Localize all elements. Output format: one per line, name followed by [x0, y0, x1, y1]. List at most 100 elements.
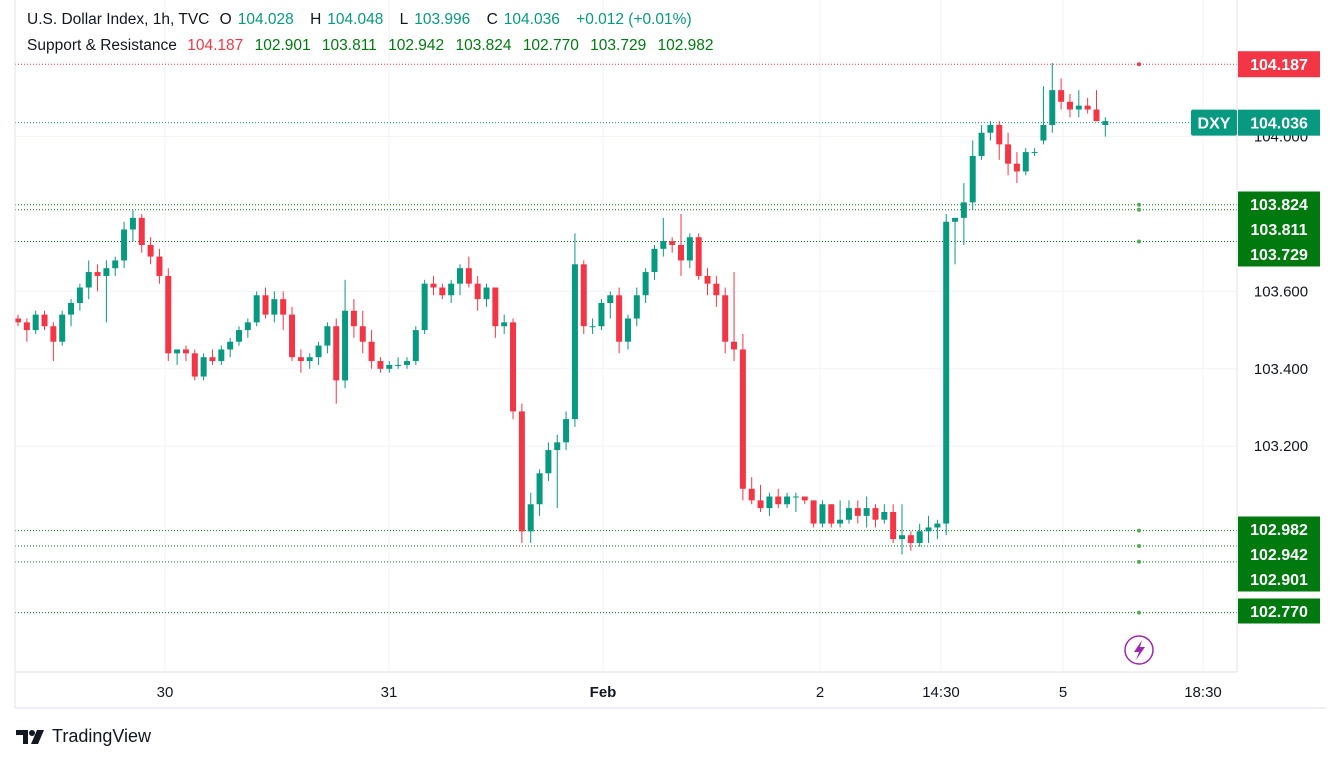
candle — [76, 287, 83, 304]
candle — [333, 326, 340, 381]
candle — [15, 318, 21, 323]
candle — [837, 519, 844, 524]
candle — [474, 283, 481, 300]
candle — [112, 260, 119, 269]
candle — [810, 500, 817, 524]
indicator-value: 102.942 — [388, 37, 445, 54]
candle — [987, 124, 994, 133]
symbol-title[interactable]: U.S. Dollar Index, 1h, TVC — [27, 11, 210, 28]
candle — [483, 287, 490, 300]
lightning-icon[interactable] — [1124, 635, 1154, 665]
indicator-name[interactable]: Support & Resistance — [27, 37, 177, 54]
footer: TradingView — [16, 726, 151, 747]
candle — [50, 326, 57, 342]
candle — [518, 411, 525, 532]
candle — [85, 272, 92, 288]
indicator-value: 104.187 — [187, 37, 244, 54]
candle — [1066, 101, 1073, 110]
candle — [156, 256, 163, 276]
x-tick-label: 18:30 — [1184, 684, 1222, 701]
indicator-value: 102.770 — [522, 37, 579, 54]
open-value: O 104.028 — [219, 11, 294, 28]
candle — [377, 361, 384, 369]
support-price-tag-label: 102.942 — [1250, 547, 1308, 564]
y-tick-label: 103.200 — [1254, 438, 1308, 455]
candle — [501, 322, 508, 327]
candle — [616, 295, 623, 342]
change-value: +0.012 (+0.01%) — [576, 11, 692, 28]
candle — [227, 341, 234, 350]
chart-legend: U.S. Dollar Index, 1h, TVC O 104.028 H 104… — [27, 7, 721, 59]
last-price-tag-label: 104.036 — [1250, 116, 1308, 133]
candle — [748, 488, 755, 501]
candle — [624, 318, 631, 342]
candle — [200, 357, 207, 377]
candle — [1093, 109, 1100, 122]
candle — [1102, 121, 1109, 125]
candle — [766, 496, 773, 509]
candle — [457, 268, 463, 284]
candle — [1005, 144, 1012, 164]
candle — [978, 132, 985, 156]
candle — [686, 237, 693, 261]
indicator-row: Support & Resistance 104.187 102.901 103… — [27, 33, 721, 59]
candle — [563, 419, 570, 443]
indicator-value: 102.901 — [254, 37, 311, 54]
high-value: H 104.048 — [310, 11, 384, 28]
candle — [571, 264, 578, 420]
candle — [819, 504, 826, 524]
candle — [386, 364, 393, 369]
resistance-marker — [1137, 62, 1141, 67]
candle — [129, 217, 136, 230]
x-tick-label: 5 — [1059, 684, 1067, 701]
lightning-bolt-icon[interactable] — [1134, 640, 1145, 660]
symbol-row: U.S. Dollar Index, 1h, TVC O 104.028 H 104… — [27, 7, 721, 33]
candle — [280, 299, 287, 315]
candle — [828, 504, 835, 524]
candle — [244, 322, 251, 331]
candle — [598, 303, 605, 327]
indicator-value: 102.982 — [657, 37, 714, 54]
support-price-tag — [1238, 541, 1320, 567]
candle — [554, 442, 561, 451]
candle — [236, 330, 242, 342]
brand-name[interactable]: TradingView — [52, 726, 152, 746]
candle — [289, 314, 296, 358]
support-marker — [1137, 559, 1141, 564]
candle — [607, 295, 614, 304]
candle — [1022, 152, 1029, 172]
candle — [1084, 105, 1091, 110]
x-tick-label: 31 — [381, 684, 398, 701]
candle — [713, 283, 720, 296]
candle — [695, 237, 702, 276]
candle — [996, 124, 1003, 145]
candle — [439, 287, 446, 296]
support-price-tag-label: 103.811 — [1251, 222, 1308, 239]
resistance-price-tag — [1238, 51, 1320, 78]
candle — [1040, 124, 1047, 141]
candle — [757, 500, 764, 509]
candle — [492, 287, 499, 327]
x-tick-label: 30 — [157, 684, 174, 701]
candle — [1058, 90, 1065, 102]
candle — [907, 535, 914, 543]
tradingview-logo-icon[interactable] — [16, 728, 46, 746]
candle — [412, 330, 419, 362]
candle — [41, 314, 48, 327]
low-value: L 103.996 — [399, 11, 471, 28]
support-price-tag — [1238, 191, 1320, 217]
candle — [669, 241, 676, 245]
candle — [68, 303, 75, 315]
candle — [704, 275, 711, 284]
candle — [359, 326, 366, 342]
support-price-tag-label: 102.770 — [1250, 604, 1308, 621]
candle — [430, 283, 437, 288]
candle — [324, 326, 331, 346]
candle — [218, 349, 225, 362]
candle — [23, 322, 30, 331]
y-tick-label: 103.400 — [1254, 361, 1308, 378]
candle — [350, 310, 357, 327]
x-tick-label: 14:30 — [922, 684, 960, 701]
candle — [165, 275, 172, 354]
